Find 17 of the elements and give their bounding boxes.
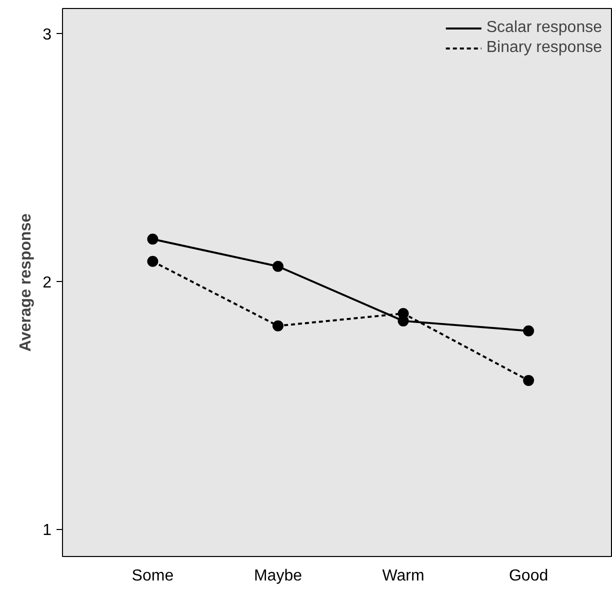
point — [272, 260, 284, 272]
legend-label: Binary response — [486, 39, 602, 57]
legend-label: Scalar response — [486, 19, 602, 37]
point — [272, 320, 284, 332]
x-tick-label: Some — [132, 568, 174, 584]
x-tick-label: Maybe — [254, 568, 302, 584]
y-axis-title: Average response — [18, 213, 35, 352]
point — [523, 325, 534, 336]
x-tick-label: Warm — [382, 568, 424, 584]
y-tick-label: 1 — [42, 522, 52, 540]
y-tick-label: 2 — [42, 274, 52, 292]
point — [398, 308, 409, 319]
x-tick-label: Good — [508, 568, 548, 584]
point — [147, 234, 158, 245]
point — [147, 256, 158, 267]
point — [523, 374, 534, 386]
y-tick-label: 3 — [42, 26, 52, 44]
